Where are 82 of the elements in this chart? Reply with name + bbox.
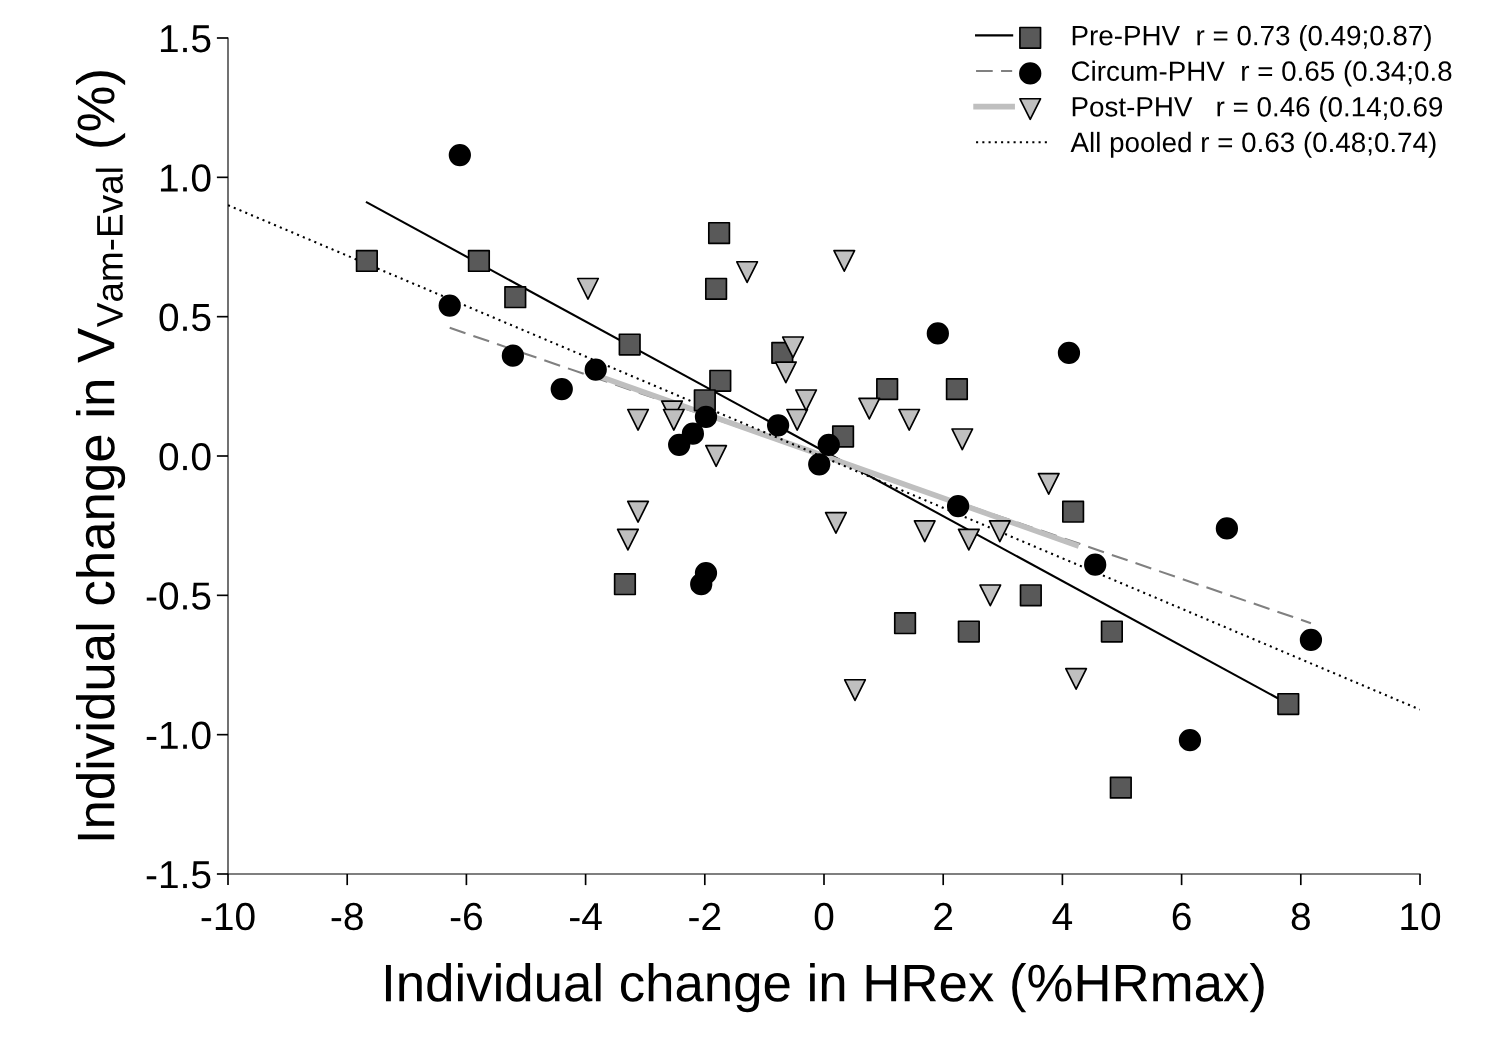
point: [550, 377, 573, 401]
point: [576, 277, 600, 300]
y-axis-title: Individual change in V$_{Vam-Eval}$ (%): [75, 71, 126, 840]
point: [817, 433, 840, 456]
point: [1019, 584, 1042, 607]
point: [808, 453, 831, 476]
point: [681, 422, 705, 445]
point: [1178, 729, 1202, 752]
point: [626, 500, 650, 523]
y-tick-label: 0.0: [159, 442, 211, 471]
point: [951, 428, 974, 451]
x-tick-label: 10: [1401, 902, 1441, 931]
point: [618, 333, 641, 356]
point: [501, 344, 525, 367]
point: [988, 520, 1011, 543]
point: [584, 358, 607, 381]
point: [1100, 620, 1124, 643]
point: [833, 249, 856, 273]
point: [898, 408, 921, 431]
point: [945, 377, 969, 401]
y-tick-label: 1.5: [160, 25, 211, 53]
point: [626, 408, 650, 431]
y-tick-label: -1.5: [146, 861, 211, 889]
point: [735, 260, 759, 284]
point: [843, 678, 867, 702]
x-tick-label: -2: [689, 902, 721, 930]
legend-label: All pooled r = 0.63 (0.48;0.74): [1070, 131, 1436, 158]
point: [709, 369, 732, 392]
legend-label: Post-PHV r = 0.46 (0.14;0.69: [1072, 96, 1443, 123]
point: [707, 221, 731, 245]
point: [355, 249, 379, 273]
point: [467, 249, 491, 273]
point: [1109, 776, 1132, 799]
x-tick-label: 8: [1291, 902, 1310, 931]
point: [438, 294, 461, 317]
x-tick-label: 2: [934, 902, 953, 930]
point: [893, 612, 917, 635]
point: [913, 520, 936, 543]
point: [781, 336, 805, 359]
x-tick-label: -6: [450, 902, 482, 931]
point: [1061, 500, 1085, 523]
point: [946, 495, 970, 518]
point: [824, 511, 848, 535]
point: [448, 143, 471, 167]
point: [876, 377, 899, 401]
point: [694, 561, 718, 585]
x-tick-label: 0: [814, 902, 834, 931]
point: [1215, 517, 1239, 540]
point: [1037, 472, 1060, 496]
point: [957, 620, 980, 643]
point: [1057, 341, 1081, 365]
point: [979, 584, 1002, 607]
y-tick-label: -0.5: [146, 582, 211, 610]
y-tick-label: -1.0: [146, 721, 211, 750]
point: [766, 414, 790, 437]
point: [786, 408, 809, 431]
point: [794, 389, 818, 412]
point: [613, 573, 637, 596]
y-tick-label: 0.5: [159, 303, 211, 332]
legend-label: Pre-PHV r = 0.73 (0.49;0.87): [1072, 25, 1431, 51]
point: [1299, 628, 1323, 652]
legend-label: Circum-PHV r = 0.65 (0.34;0.8: [1071, 60, 1452, 87]
point: [1084, 553, 1107, 576]
x-axis-title: Individual change in HRex (%HRmax): [385, 963, 1264, 1013]
point: [662, 408, 685, 431]
x-tick-label: -10: [201, 902, 255, 931]
point: [704, 444, 728, 468]
point: [694, 405, 718, 429]
point: [1277, 692, 1300, 716]
x-tick-label: 4: [1052, 903, 1073, 930]
x-tick-label: -4: [570, 903, 602, 930]
point: [1064, 667, 1088, 691]
x-tick-label: -8: [331, 902, 363, 931]
x-tick-label: 6: [1172, 902, 1191, 931]
point: [704, 277, 728, 300]
point: [504, 286, 527, 309]
point: [926, 322, 949, 345]
point: [957, 528, 980, 551]
y-tick-label: 1.0: [160, 164, 211, 192]
point: [858, 397, 881, 420]
point: [774, 361, 797, 384]
point: [616, 528, 640, 551]
